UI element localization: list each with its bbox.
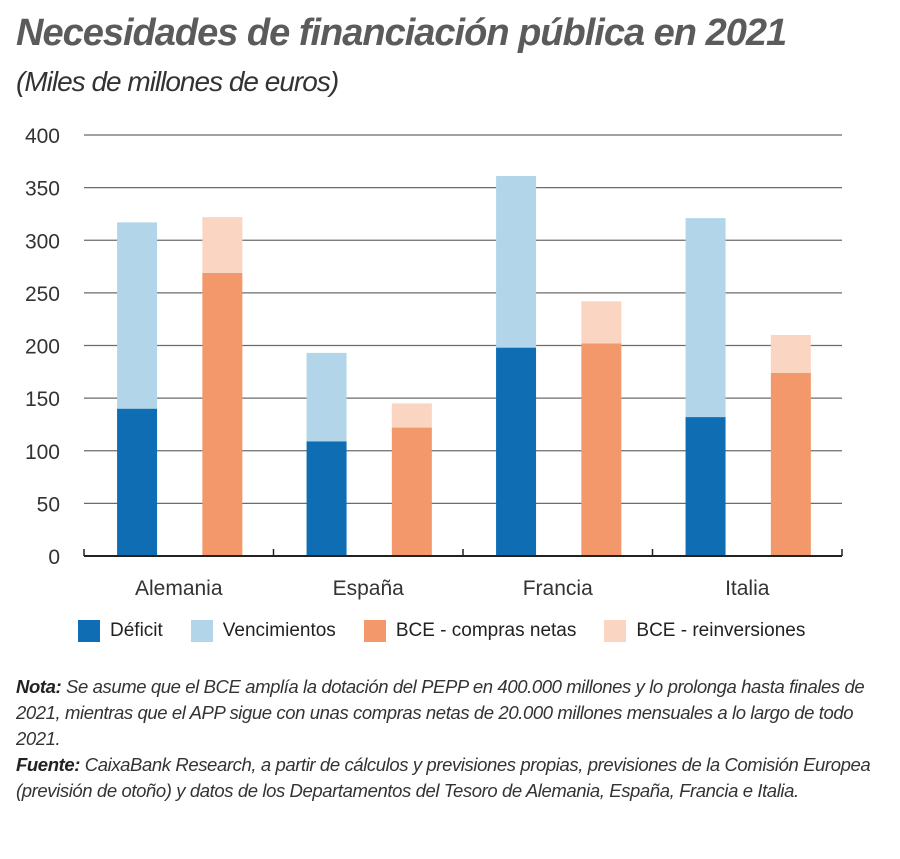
source-text: CaixaBank Research, a partir de cálculos… <box>16 754 871 801</box>
bar-bce-compras-netas <box>581 343 622 556</box>
bar-bce-reinversiones <box>391 403 432 428</box>
legend-swatch <box>363 620 386 642</box>
bar-d-ficit <box>117 408 158 556</box>
bars <box>117 176 811 556</box>
bar-bce-compras-netas <box>391 427 432 556</box>
y-tick-label: 300 <box>25 230 60 253</box>
x-tick-label: España <box>333 577 405 600</box>
legend-label: Déficit <box>110 620 163 641</box>
legend-item-bce-reinversiones: BCE - reinversiones <box>604 620 805 642</box>
y-tick-label: 100 <box>25 441 60 464</box>
y-tick-label: 50 <box>37 493 60 516</box>
bar-d-ficit <box>685 417 726 556</box>
x-tick-labels: Alemania España Francia Italia <box>135 577 770 600</box>
y-tick-label: 200 <box>25 336 60 359</box>
bar-bce-compras-netas <box>770 372 811 556</box>
bar-vencimientos <box>306 352 347 442</box>
y-tick-label: 0 <box>48 546 60 569</box>
bar-bce-compras-netas <box>202 272 243 556</box>
x-tick-label: Francia <box>523 577 593 600</box>
legend-label: Vencimientos <box>222 620 336 641</box>
bar-bce-reinversiones <box>770 334 811 373</box>
legend-label: BCE - reinversiones <box>636 620 806 641</box>
source-label: Fuente: <box>16 754 81 775</box>
x-tick-label: Italia <box>725 577 770 600</box>
y-tick-label: 350 <box>25 178 60 201</box>
x-axis <box>83 549 843 557</box>
chart-title: Necesidades de financiación pública en 2… <box>16 12 787 54</box>
y-tick-label: 150 <box>25 388 60 411</box>
note-text: Se asume que el BCE amplía la dotación d… <box>16 676 865 749</box>
source: Fuente: CaixaBank Research, a partir de … <box>16 752 886 804</box>
note: Nota: Se asume que el BCE amplía la dota… <box>16 674 886 752</box>
y-tick-label: 250 <box>25 283 60 306</box>
bar-chart: 0 50 100 150 200 250 300 350 400 Alemania España F… <box>25 125 843 600</box>
bar-d-ficit <box>496 347 537 556</box>
y-tick-labels: 0 50 100 150 200 250 300 350 400 <box>25 125 60 569</box>
bar-vencimientos <box>685 218 726 418</box>
bar-vencimientos <box>496 176 537 348</box>
legend-item-vencimientos: Vencimientos <box>190 620 336 642</box>
footnotes: Nota: Se asume que el BCE amplía la dota… <box>16 674 886 804</box>
legend-label: BCE - compras netas <box>395 620 577 641</box>
bar-d-ficit <box>306 441 347 556</box>
chart-subtitle: (Miles de millones de euros) <box>16 66 339 97</box>
x-tick-label: Alemania <box>135 577 223 600</box>
gridlines <box>84 134 842 505</box>
note-label: Nota: <box>16 676 62 697</box>
legend-swatch <box>604 620 627 642</box>
legend: Déficit Vencimientos BCE - compras netas… <box>78 620 833 642</box>
legend-item-bce-compras-netas: BCE - compras netas <box>363 620 577 642</box>
legend-item-deficit: Déficit <box>78 620 163 642</box>
legend-swatch <box>78 620 100 642</box>
bar-bce-reinversiones <box>202 217 243 273</box>
legend-swatch <box>190 620 213 642</box>
y-tick-label: 400 <box>25 125 60 148</box>
bar-vencimientos <box>117 222 158 409</box>
bar-bce-reinversiones <box>581 301 622 344</box>
